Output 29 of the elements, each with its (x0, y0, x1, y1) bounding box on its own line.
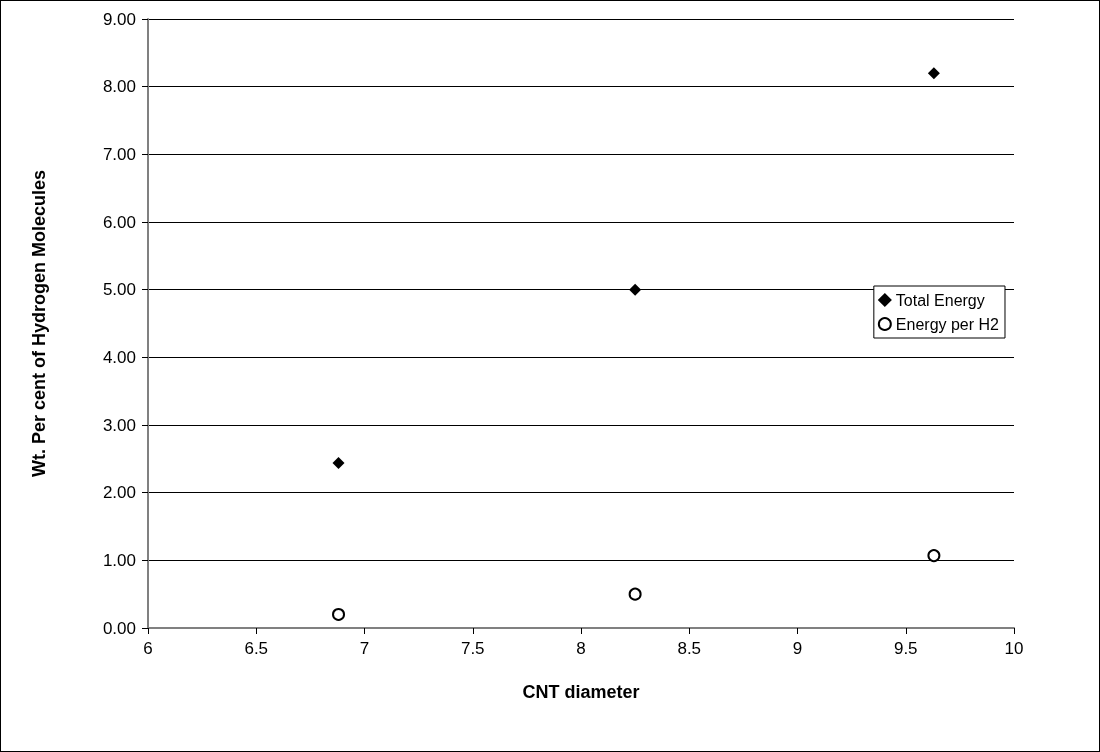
y-tick-label: 0.00 (102, 618, 136, 638)
y-tick-label: 8.00 (102, 77, 136, 97)
x-tick-label: 9 (792, 639, 803, 658)
y-tick-label: 6.00 (102, 212, 136, 232)
point (629, 283, 642, 296)
y-tick-label: 9.00 (102, 9, 136, 29)
point (332, 456, 345, 469)
point (927, 67, 940, 80)
point (332, 607, 346, 621)
y-tick-label: 4.00 (102, 347, 136, 367)
x-tick-label: 6.5 (244, 639, 269, 658)
y-tick-label: 7.00 (102, 144, 136, 164)
x-tick-label: 9.5 (893, 639, 918, 658)
y-axis-title: Wt. Per cent of Hydrogen Molecules (29, 169, 49, 478)
x-tick-label: 8.5 (677, 639, 702, 658)
point (628, 587, 642, 601)
y-tick-label: 2.00 (102, 483, 136, 503)
y-tick-label: 1.00 (102, 550, 136, 570)
point (927, 549, 941, 563)
x-tick-label: 6 (143, 639, 153, 658)
legend-label: Energy per H2 (895, 315, 1000, 333)
x-tick-label: 7 (359, 639, 370, 658)
y-tick-label: 3.00 (102, 415, 136, 435)
x-tick-label: 10 (1004, 639, 1024, 658)
y-tick-label: 5.00 (102, 280, 136, 300)
x-tick-label: 8 (576, 639, 586, 658)
legend-label: Total Energy (895, 291, 985, 309)
x-axis-title: CNT diameter (522, 682, 640, 702)
x-tick-label: 7.5 (460, 639, 485, 658)
